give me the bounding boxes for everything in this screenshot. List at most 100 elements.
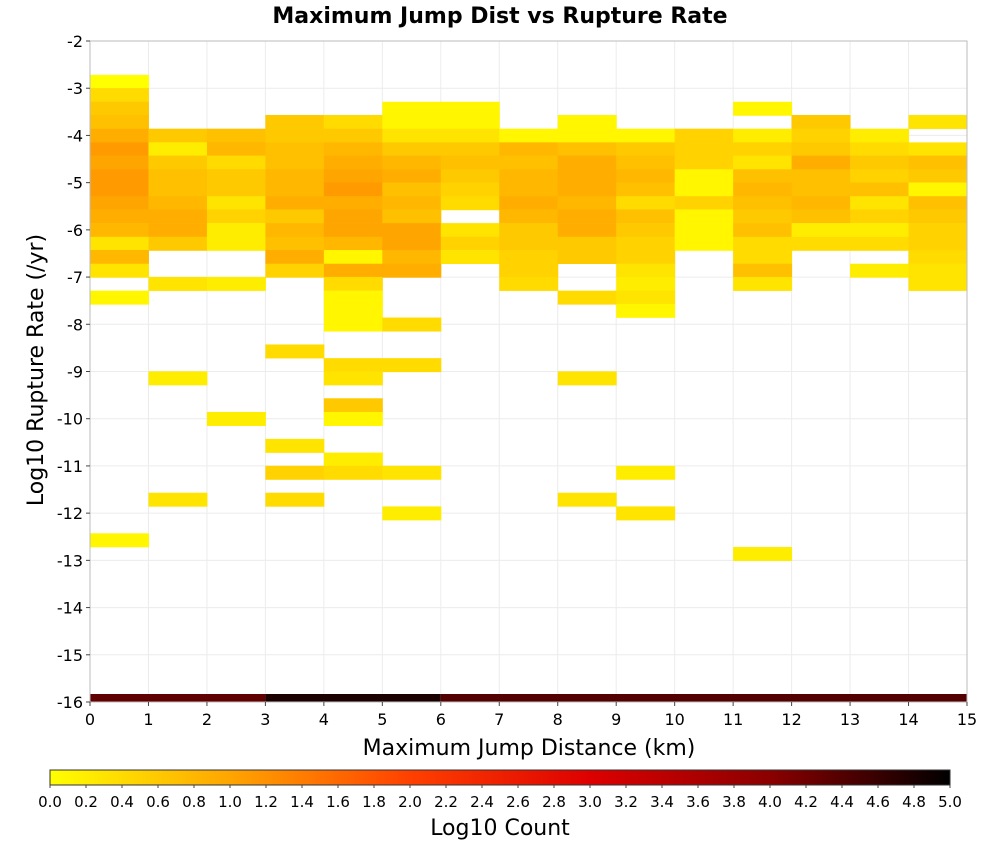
y-tick-label: -10 <box>57 410 83 429</box>
colorbar-tick-label: 0.0 <box>38 793 62 811</box>
heatmap-cell <box>265 223 325 238</box>
heatmap-cell <box>499 276 559 291</box>
heatmap-cell <box>499 142 559 157</box>
heatmap-cell <box>850 169 910 184</box>
heatmap-cell <box>499 250 559 265</box>
heatmap-cell <box>323 236 383 251</box>
heatmap-cell <box>148 236 208 251</box>
heatmap-cell <box>733 250 793 265</box>
heatmap-cell <box>90 114 149 129</box>
heatmap-cell <box>616 169 676 184</box>
bottom-band <box>90 694 967 702</box>
heatmap-cell <box>733 196 793 211</box>
y-tick-label: -6 <box>67 221 83 240</box>
y-tick-label: -3 <box>67 79 83 98</box>
heatmap-cell <box>382 114 442 129</box>
heatmap-cell <box>148 492 208 507</box>
heatmap-cell <box>148 371 208 386</box>
heatmap-cell <box>90 128 149 143</box>
heatmap-cell <box>148 209 208 224</box>
heatmap-cell <box>206 142 266 157</box>
heatmap-cell <box>323 114 383 129</box>
heatmap-cell <box>206 169 266 184</box>
x-tick-label: 8 <box>553 710 563 729</box>
heatmap-cell <box>908 236 968 251</box>
heatmap-cell <box>323 263 383 278</box>
heatmap-cell <box>908 196 968 211</box>
y-tick-label: -12 <box>57 504 83 523</box>
heatmap-cell <box>90 223 149 238</box>
heatmap-cell <box>616 128 676 143</box>
heatmap-cell <box>557 371 617 386</box>
heatmap-cell <box>850 196 910 211</box>
heatmap-cell <box>323 128 383 143</box>
colorbar <box>49 769 951 786</box>
y-tick-label: -5 <box>67 174 83 193</box>
colorbar-tick-label: 2.2 <box>434 793 458 811</box>
colorbar-tick-label: 1.6 <box>326 793 350 811</box>
heatmap-cell <box>323 290 383 305</box>
heatmap-cell <box>908 182 968 197</box>
heatmap-cell <box>733 547 793 561</box>
heatmap-cell <box>733 169 793 184</box>
x-axis-ticks: 0 1 2 3 4 5 6 7 8 9 10 11 12 13 14 15 <box>85 702 977 729</box>
heatmap-cell <box>323 250 383 265</box>
x-tick-label: 13 <box>840 710 860 729</box>
heatmap-cell <box>440 101 500 116</box>
heatmap-cell <box>265 438 325 453</box>
heatmap-cell <box>265 492 325 507</box>
heatmap-cell <box>323 358 383 373</box>
heatmap-cell <box>323 398 383 413</box>
heatmap-cell <box>90 155 149 170</box>
heatmap-cell <box>908 114 968 129</box>
heatmap-cell <box>557 196 617 211</box>
colorbar-tick-label: 4.6 <box>866 793 890 811</box>
heatmap-cell <box>265 142 325 157</box>
colorbar-tick-label: 1.2 <box>254 793 278 811</box>
heatmap-cell <box>499 236 559 251</box>
heatmap-cell <box>265 169 325 184</box>
heatmap-cell <box>499 128 559 143</box>
x-tick-label: 6 <box>436 710 446 729</box>
x-tick-label: 3 <box>260 710 270 729</box>
heatmap-cell <box>206 128 266 143</box>
heatmap-cell <box>733 263 793 278</box>
heatmap-cell <box>908 155 968 170</box>
heatmap-cell <box>382 465 442 480</box>
heatmap-cell <box>323 209 383 224</box>
heatmap-cell <box>850 209 910 224</box>
colorbar-tick-label: 0.2 <box>74 793 98 811</box>
heatmap-cell <box>850 236 910 251</box>
heatmap-cell <box>557 236 617 251</box>
x-tick-label: 2 <box>202 710 212 729</box>
heatmap-cell <box>382 196 442 211</box>
heatmap-cell <box>265 196 325 211</box>
heatmap-cell <box>148 142 208 157</box>
heatmap-cell <box>499 196 559 211</box>
heatmap-cell <box>499 182 559 197</box>
heatmap-cell <box>616 223 676 238</box>
colorbar-tick-label: 3.8 <box>722 793 746 811</box>
colorbar-label: Log10 Count <box>430 816 570 841</box>
colorbar-tick-label: 3.0 <box>578 793 602 811</box>
colorbar-tick-label: 2.0 <box>398 793 422 811</box>
heatmap-cell <box>382 223 442 238</box>
colorbar-tick-label: 4.8 <box>902 793 926 811</box>
heatmap-cell <box>148 196 208 211</box>
heatmap-cell <box>90 142 149 157</box>
heatmap-cell <box>674 155 734 170</box>
colorbar-tick-label: 3.6 <box>686 793 710 811</box>
heatmap-cell <box>90 196 149 211</box>
heatmap-cell <box>499 209 559 224</box>
heatmap-cell <box>382 128 442 143</box>
x-tick-label: 15 <box>957 710 977 729</box>
heatmap-cell <box>616 209 676 224</box>
heatmap-cell <box>674 223 734 238</box>
heatmap-cell <box>265 209 325 224</box>
heatmap-cell <box>382 182 442 197</box>
x-tick-label: 0 <box>85 710 95 729</box>
heatmap-cell <box>382 209 442 224</box>
heatmap-cell <box>382 236 442 251</box>
heatmap-cell <box>733 142 793 157</box>
colorbar-tick-label: 3.4 <box>650 793 674 811</box>
